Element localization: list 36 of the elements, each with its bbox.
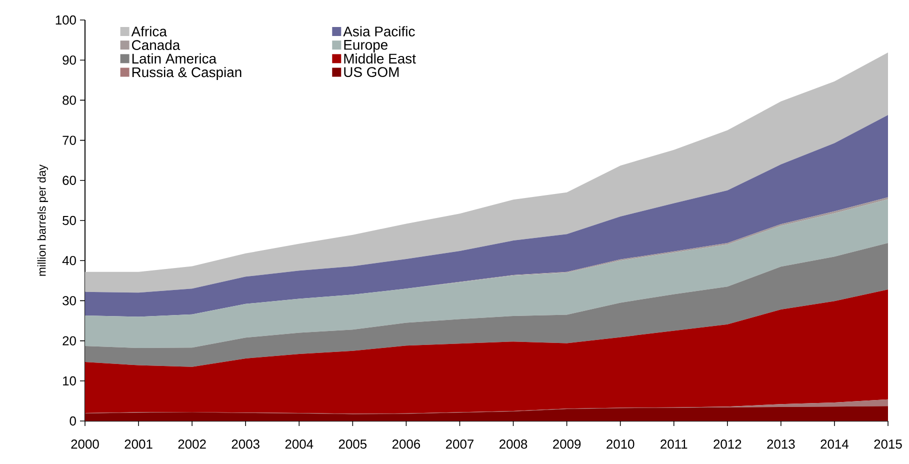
- x-tick-label: 2000: [71, 440, 99, 449]
- y-tick-label: 0: [70, 416, 76, 426]
- x-tick-label: 2001: [124, 440, 152, 449]
- legend-label: Africa: [131, 26, 167, 36]
- y-tick-label: 60: [62, 176, 76, 185]
- x-tick-label: 2009: [553, 440, 581, 449]
- x-tick-label: 2005: [338, 440, 367, 449]
- x-tick-label: 2012: [714, 440, 742, 449]
- y-tick-label: 90: [62, 56, 76, 65]
- x-tick-label: 2007: [446, 440, 474, 449]
- x-tick-label: 2011: [660, 440, 688, 449]
- x-tick-label: 2008: [500, 440, 528, 449]
- x-tick-label: 2002: [178, 440, 206, 449]
- legend-label: US GOM: [344, 67, 399, 78]
- y-tick-label: 30: [62, 296, 76, 306]
- x-tick-label: 2015: [874, 440, 902, 449]
- legend-label: Russia & Caspian: [132, 66, 242, 80]
- x-tick-label: 2013: [767, 440, 795, 449]
- legend-label: Europe: [344, 40, 388, 53]
- legend-label: Latin America: [132, 53, 217, 64]
- x-tick-label: 2006: [392, 440, 420, 449]
- legend-label: Asia Pacific: [343, 26, 415, 36]
- x-tick-label: 2003: [232, 440, 260, 449]
- y-axis-title: million barrels per day: [37, 164, 48, 276]
- y-tick-label: 10: [63, 376, 76, 386]
- x-tick-label: 2014: [820, 440, 848, 449]
- x-tick-label: 2010: [606, 440, 634, 449]
- y-tick-label: 20: [62, 336, 76, 346]
- legend-label: Canada: [132, 40, 180, 50]
- y-tick-label: 50: [62, 216, 76, 226]
- y-tick-label: 100: [56, 15, 76, 25]
- y-tick-label: 80: [62, 96, 76, 105]
- y-tick-label: 40: [62, 256, 76, 266]
- x-tick-label: 2004: [285, 440, 314, 449]
- y-tick-label: 70: [62, 136, 76, 145]
- legend-label: Middle East: [344, 53, 416, 64]
